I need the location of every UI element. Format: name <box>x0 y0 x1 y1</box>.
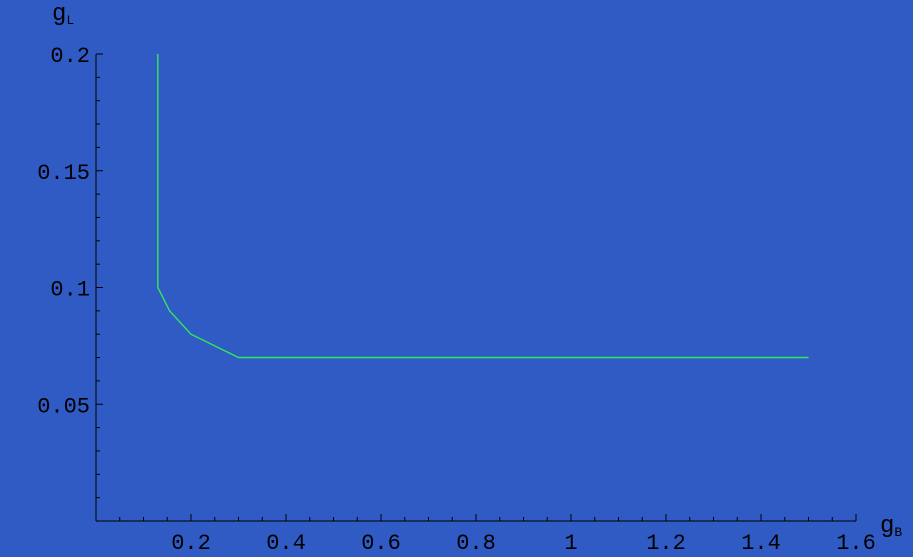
y-tick-label: 0.1 <box>50 278 90 303</box>
series-layer <box>157 54 809 359</box>
x-tick-label: 0.2 <box>171 531 211 556</box>
x-tick-label: 0.8 <box>456 531 496 556</box>
x-axis-label-sub: B <box>894 525 902 540</box>
x-tick-label: 0.6 <box>361 531 401 556</box>
x-tick-label: 1.2 <box>646 531 686 556</box>
series-line <box>157 54 809 359</box>
y-tick-label: 0.15 <box>37 161 90 186</box>
x-axis-label: gB <box>880 513 902 540</box>
y-axis-label-sub: L <box>66 13 74 28</box>
y-tick-label: 0.2 <box>50 44 90 69</box>
axes <box>95 54 856 522</box>
y-tick-label: 0.05 <box>37 394 90 419</box>
y-axis-label: gL <box>52 1 74 28</box>
x-tick-label: 1.6 <box>836 531 876 556</box>
ticks <box>96 53 857 521</box>
y-axis-label-main: g <box>52 1 66 28</box>
tick-labels: 0.2 0.4 0.6 0.8 1 1.2 1.4 1.6 0.05 0.1 0.15 0.2 <box>37 44 876 556</box>
x-axis-label-main: g <box>880 513 894 540</box>
x-tick-label: 1 <box>564 531 577 556</box>
x-tick-label: 0.4 <box>266 531 306 556</box>
x-tick-label: 1.4 <box>741 531 781 556</box>
